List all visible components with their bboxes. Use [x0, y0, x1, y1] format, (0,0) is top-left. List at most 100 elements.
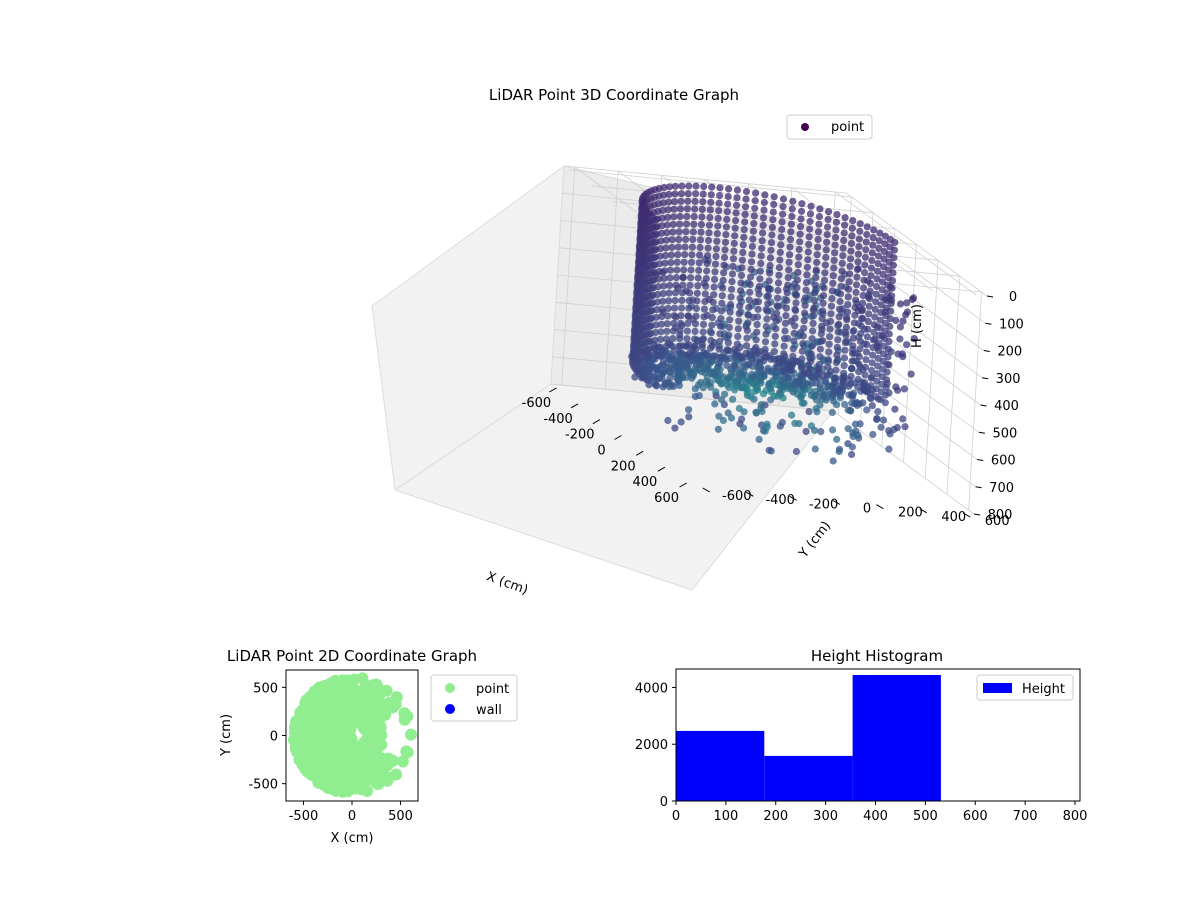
point-3d	[839, 252, 847, 260]
point-3d	[657, 320, 666, 328]
point-3d	[872, 290, 880, 298]
point-3d	[853, 281, 861, 289]
point-3d	[869, 430, 877, 439]
point-3d	[746, 288, 754, 296]
point-3d	[825, 348, 833, 356]
point-3d	[761, 191, 769, 199]
hist-x-tick-label: 0	[672, 809, 680, 824]
point-3d	[873, 370, 881, 378]
point-3d	[766, 254, 775, 262]
y3d-tick-mark	[919, 508, 928, 514]
point-3d	[868, 351, 877, 359]
point-3d	[690, 343, 698, 351]
point-3d	[826, 333, 834, 341]
point-3d	[804, 369, 812, 377]
point-2d	[328, 735, 340, 748]
point-2d	[357, 766, 370, 779]
point-3d	[848, 365, 856, 373]
point-3d	[817, 337, 825, 345]
point-3d	[791, 314, 799, 322]
point-3d	[749, 227, 758, 235]
y3d-tick-label: -600	[722, 489, 752, 504]
point-3d	[738, 415, 746, 423]
point-3d	[860, 269, 869, 277]
point-3d	[785, 258, 793, 266]
point-3d	[759, 229, 767, 237]
point-3d	[669, 228, 677, 236]
point-3d	[840, 229, 848, 237]
point-3d	[817, 428, 825, 436]
point-3d	[873, 415, 881, 424]
point-3d	[686, 289, 694, 297]
point-3d	[844, 301, 852, 309]
point-3d	[715, 337, 724, 346]
point-3d	[878, 293, 886, 301]
point-3d	[879, 416, 888, 424]
z3d-tick-mark	[973, 513, 981, 516]
point-3d	[699, 190, 707, 198]
point-3d	[817, 330, 825, 338]
point-3d	[807, 202, 815, 210]
z3d-tick-mark	[986, 295, 994, 298]
point-3d	[879, 270, 887, 278]
point-3d	[800, 317, 808, 325]
point-3d	[791, 322, 799, 330]
point-3d	[855, 243, 863, 251]
hist-ticks: 0 100 200 300 400 500 600 700 800 0 2000 4000	[635, 682, 1088, 825]
z3d-tick-label: 500	[992, 426, 1017, 441]
point-3d	[751, 204, 759, 212]
point-3d	[822, 246, 830, 254]
y3d-tick-label: 200	[898, 506, 923, 521]
point-3d	[818, 315, 826, 323]
point-3d	[781, 319, 790, 327]
point-3d	[688, 251, 696, 259]
x3d-tick-mark	[635, 450, 644, 456]
point-3d	[794, 261, 802, 269]
point-3d	[679, 273, 687, 282]
point-3d	[867, 382, 875, 390]
point-3d	[677, 319, 685, 327]
point-3d	[815, 368, 823, 376]
point-3d	[751, 197, 759, 205]
point-3d	[720, 269, 728, 277]
point-3d	[867, 264, 876, 272]
plot3d-ylabel: Y (cm)	[796, 519, 834, 562]
point-3d	[660, 183, 668, 192]
plot-3d: LiDAR Point 3D Coordinate Graph -600-400…	[371, 86, 1024, 598]
point-3d	[847, 407, 855, 415]
point-3d	[788, 212, 796, 221]
point-3d	[767, 239, 776, 247]
point-3d	[696, 251, 704, 259]
point-3d	[840, 369, 848, 377]
point-3d	[683, 327, 692, 335]
point-3d	[823, 231, 831, 239]
point-3d	[824, 363, 832, 371]
point-3d	[688, 243, 697, 251]
point-3d	[863, 340, 871, 348]
point-3d	[663, 327, 671, 335]
point-3d	[652, 313, 661, 321]
point-3d	[709, 298, 717, 306]
ticks-2d: -500 0 500 -500 0 500	[248, 681, 412, 824]
x3d-tick-mark	[657, 466, 666, 472]
point-3d	[697, 228, 705, 236]
point-3d	[798, 347, 807, 355]
point-3d	[810, 304, 818, 312]
point-3d	[832, 226, 840, 234]
point-3d	[652, 321, 660, 329]
point-3d	[806, 217, 814, 226]
point-3d	[806, 210, 815, 218]
point-3d	[715, 345, 723, 353]
point-3d	[872, 385, 880, 393]
point-3d	[800, 399, 808, 407]
point-3d	[784, 281, 792, 289]
point-3d	[768, 223, 777, 231]
point-3d	[735, 310, 743, 318]
point-3d	[677, 197, 685, 205]
point-3d	[708, 321, 716, 329]
point-3d	[702, 275, 710, 283]
point-3d	[742, 187, 751, 196]
y2d-tick-label: 500	[253, 681, 278, 696]
z3d-tick-label: 200	[997, 345, 1022, 360]
point-2d	[355, 783, 368, 796]
